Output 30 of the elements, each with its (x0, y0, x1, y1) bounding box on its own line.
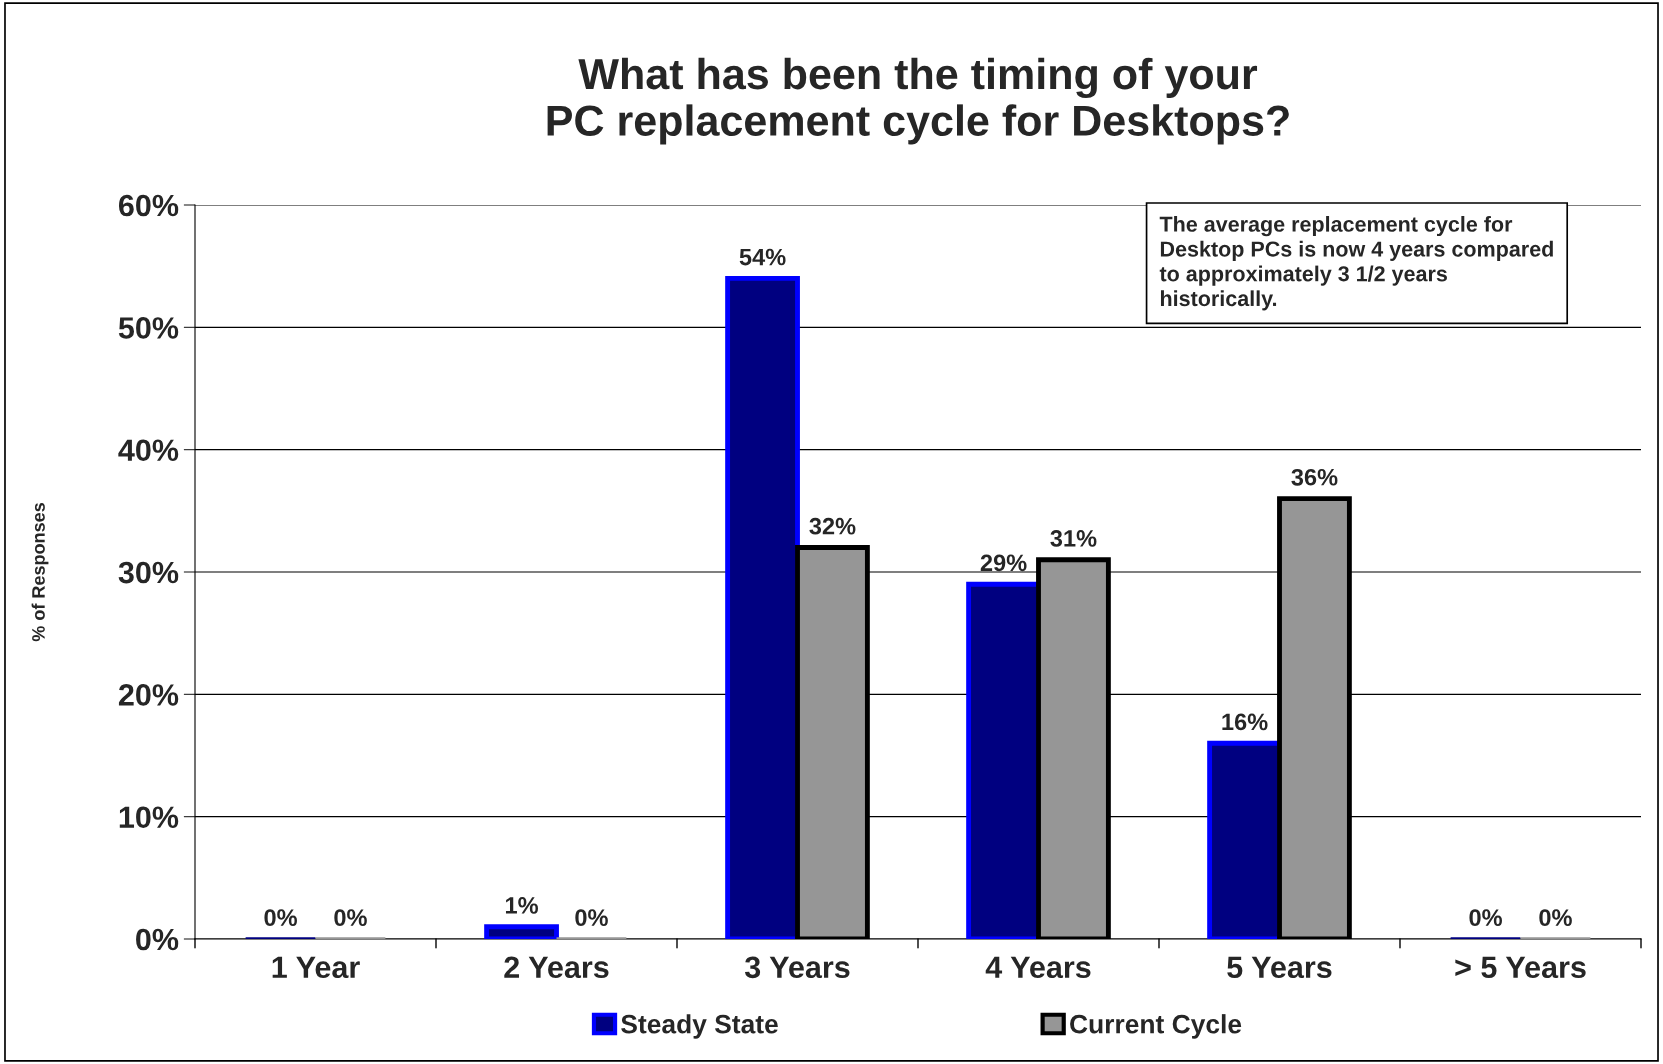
data-label: 54% (739, 248, 786, 266)
data-label: 0% (1469, 909, 1502, 926)
data-label: 0% (575, 909, 608, 926)
data-label: 16% (1222, 713, 1268, 731)
y-tick-label: 10% (119, 806, 179, 829)
chart-title: What has been the timing of your PC replacement cycle for Desktops? (547, 57, 1289, 145)
x-tick-label: > 5 Years (1455, 956, 1586, 979)
y-tick-label: 30% (118, 561, 179, 584)
legend-label: Steady State (621, 1014, 778, 1039)
data-label: 32% (809, 517, 856, 535)
y-tick-label: 20% (118, 684, 179, 706)
x-tick-label: 1 Year (272, 956, 360, 979)
x-tick-label: 2 Years (504, 956, 609, 979)
data-label: 36% (1291, 468, 1338, 486)
y-tick-label: 60% (118, 194, 179, 217)
data-label: 0% (264, 909, 297, 926)
x-tick-label: 4 Years (985, 956, 1091, 979)
x-tick-label: 5 Years (1227, 956, 1332, 979)
data-label: 0% (1539, 909, 1572, 926)
data-label: 0% (334, 909, 367, 926)
x-tick-label: 3 Years (744, 956, 850, 979)
data-label: 29% (980, 554, 1027, 572)
data-label: 31% (1050, 530, 1097, 547)
legend-label: Current Cycle (1070, 1014, 1242, 1039)
y-tick-label: 40% (118, 439, 179, 462)
data-label: 1% (505, 897, 538, 914)
y-tick-label: 50% (118, 317, 179, 339)
y-tick-label: 0% (136, 928, 179, 951)
annotation: The average replacement cycle for Desktop PCs is now 4 years compared to approximately 3 1/2 years historically. (1159, 216, 1553, 311)
y-axis-title: % of Responses (31, 503, 49, 642)
